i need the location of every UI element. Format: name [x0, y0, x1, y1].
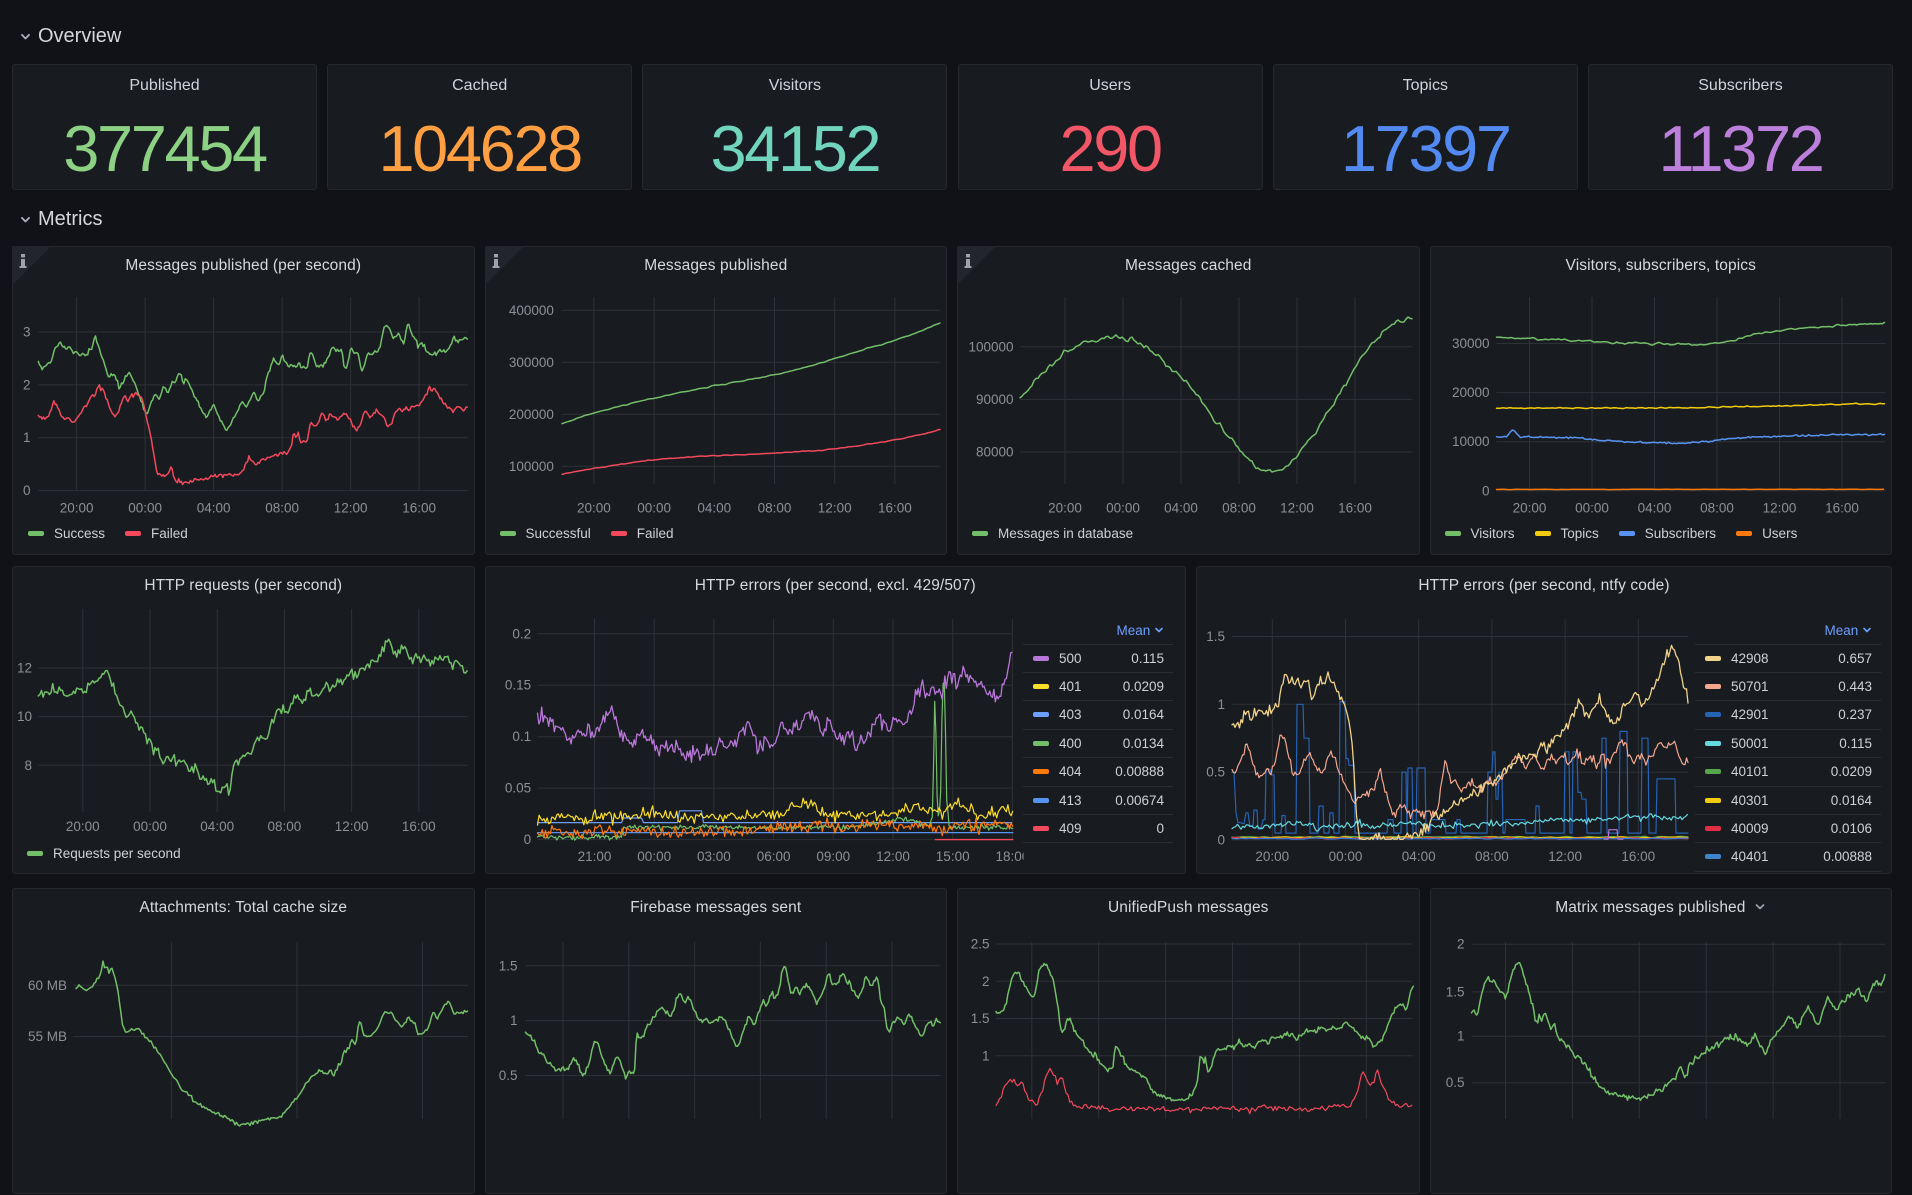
svg-text:2: 2	[23, 377, 31, 392]
svg-text:20:00: 20:00	[1255, 849, 1289, 864]
svg-text:30000: 30000	[1451, 336, 1489, 351]
svg-text:20:00: 20:00	[577, 501, 611, 516]
svg-text:08:00: 08:00	[268, 819, 302, 834]
svg-text:00:00: 00:00	[133, 819, 167, 834]
svg-text:1: 1	[982, 1048, 990, 1063]
svg-text:2.5: 2.5	[971, 937, 990, 952]
svg-text:60 MB: 60 MB	[28, 978, 67, 993]
svg-text:0.5: 0.5	[1445, 1075, 1464, 1090]
svg-text:00:00: 00:00	[637, 849, 671, 864]
svg-text:0: 0	[1481, 483, 1489, 498]
svg-text:08:00: 08:00	[1475, 849, 1509, 864]
svg-text:2: 2	[1456, 937, 1464, 952]
svg-text:0: 0	[523, 832, 531, 847]
svg-text:0.15: 0.15	[504, 678, 530, 693]
svg-text:12:00: 12:00	[876, 849, 910, 864]
svg-text:12:00: 12:00	[334, 501, 368, 516]
svg-text:1: 1	[23, 430, 31, 445]
svg-text:0: 0	[1217, 832, 1225, 847]
svg-text:0: 0	[23, 483, 31, 498]
svg-text:400000: 400000	[508, 303, 553, 318]
svg-text:03:00: 03:00	[697, 849, 731, 864]
svg-text:08:00: 08:00	[757, 501, 791, 516]
svg-text:16:00: 16:00	[1621, 849, 1655, 864]
svg-text:1.5: 1.5	[971, 1011, 990, 1026]
svg-text:1.5: 1.5	[498, 958, 517, 973]
svg-text:1.5: 1.5	[1445, 984, 1464, 999]
svg-text:20:00: 20:00	[60, 501, 94, 516]
svg-text:10: 10	[17, 709, 32, 724]
svg-text:04:00: 04:00	[1164, 501, 1198, 516]
svg-text:08:00: 08:00	[1700, 501, 1734, 516]
svg-text:12:00: 12:00	[1548, 849, 1582, 864]
svg-text:3: 3	[23, 325, 31, 340]
svg-text:04:00: 04:00	[1637, 501, 1671, 516]
svg-text:300000: 300000	[508, 355, 553, 370]
svg-text:90000: 90000	[976, 392, 1014, 407]
svg-text:0.5: 0.5	[1206, 765, 1225, 780]
svg-text:12:00: 12:00	[817, 501, 851, 516]
svg-text:80000: 80000	[976, 445, 1014, 460]
svg-text:09:00: 09:00	[816, 849, 850, 864]
svg-text:21:00: 21:00	[577, 849, 611, 864]
svg-text:16:00: 16:00	[878, 501, 912, 516]
svg-text:04:00: 04:00	[200, 819, 234, 834]
svg-text:20:00: 20:00	[1048, 501, 1082, 516]
svg-text:04:00: 04:00	[197, 501, 231, 516]
svg-text:00:00: 00:00	[1575, 501, 1609, 516]
svg-text:00:00: 00:00	[1329, 849, 1363, 864]
svg-text:55 MB: 55 MB	[28, 1029, 67, 1044]
svg-text:1.5: 1.5	[1206, 629, 1225, 644]
svg-text:16:00: 16:00	[1825, 501, 1859, 516]
svg-text:04:00: 04:00	[697, 501, 731, 516]
svg-text:20:00: 20:00	[1512, 501, 1546, 516]
svg-text:00:00: 00:00	[637, 501, 671, 516]
svg-text:18:00: 18:00	[995, 849, 1029, 864]
svg-text:12:00: 12:00	[1762, 501, 1796, 516]
svg-text:12:00: 12:00	[335, 819, 369, 834]
svg-text:16:00: 16:00	[402, 501, 436, 516]
svg-text:1: 1	[509, 1013, 517, 1028]
svg-text:15:00: 15:00	[935, 849, 969, 864]
svg-text:16:00: 16:00	[402, 819, 436, 834]
svg-text:06:00: 06:00	[756, 849, 790, 864]
svg-text:00:00: 00:00	[128, 501, 162, 516]
svg-text:0.5: 0.5	[498, 1068, 517, 1083]
svg-text:8: 8	[24, 758, 32, 773]
svg-text:0.2: 0.2	[512, 626, 531, 641]
svg-text:16:00: 16:00	[1338, 501, 1372, 516]
svg-text:0.1: 0.1	[512, 729, 531, 744]
svg-text:12: 12	[17, 661, 32, 676]
svg-text:20000: 20000	[1451, 385, 1489, 400]
svg-text:2: 2	[982, 974, 990, 989]
svg-text:100000: 100000	[508, 459, 553, 474]
svg-text:08:00: 08:00	[265, 501, 299, 516]
svg-text:20:00: 20:00	[66, 819, 100, 834]
svg-text:100000: 100000	[968, 339, 1013, 354]
svg-text:200000: 200000	[508, 407, 553, 422]
svg-text:0.05: 0.05	[504, 781, 530, 796]
svg-text:1: 1	[1456, 1029, 1464, 1044]
svg-text:08:00: 08:00	[1222, 501, 1256, 516]
svg-text:12:00: 12:00	[1280, 501, 1314, 516]
svg-text:10000: 10000	[1451, 434, 1489, 449]
svg-text:1: 1	[1217, 697, 1225, 712]
svg-text:04:00: 04:00	[1402, 849, 1436, 864]
svg-text:00:00: 00:00	[1106, 501, 1140, 516]
